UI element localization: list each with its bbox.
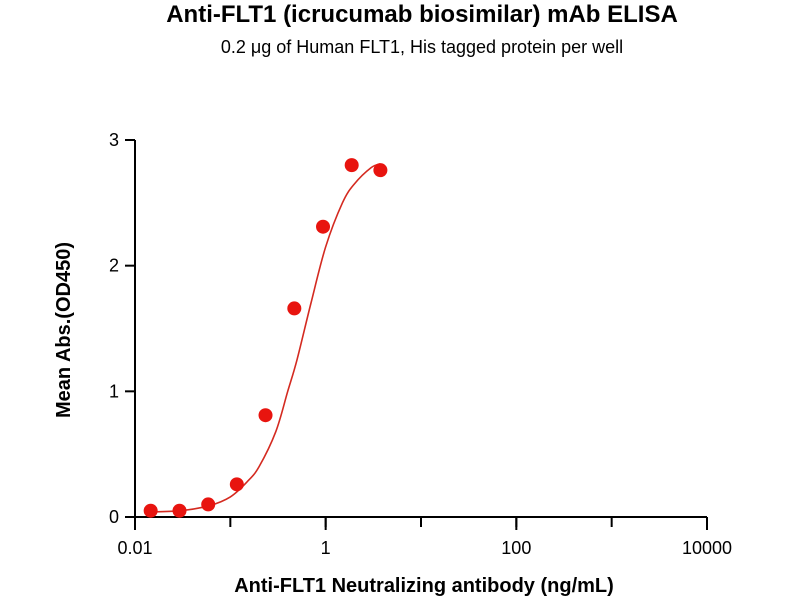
x-tick-label: 0.01: [117, 538, 152, 558]
x-tick-label: 1: [321, 538, 331, 558]
data-point: [373, 163, 388, 178]
axes: 0 1 2 3 0.01 1 100 10000: [109, 130, 732, 558]
x-tick-label: 10000: [682, 538, 732, 558]
chart-subtitle: 0.2 μg of Human FLT1, His tagged protein…: [221, 37, 623, 57]
data-point: [316, 219, 331, 234]
chart-title: Anti-FLT1 (icrucumab biosimilar) mAb ELI…: [166, 1, 678, 28]
data-point: [172, 503, 187, 518]
x-tick-label: 100: [501, 538, 531, 558]
y-axis-label: Mean Abs.(OD450): [53, 242, 75, 418]
fit-curve-layer: [150, 163, 381, 513]
x-axis-label: Anti-FLT1 Neutralizing antibody (ng/mL): [234, 575, 614, 597]
fit-curve: [150, 163, 381, 513]
y-tick-label: 1: [109, 381, 119, 401]
y-tick-label: 3: [109, 130, 119, 150]
data-point: [287, 301, 302, 316]
data-point: [143, 503, 158, 518]
y-tick-label: 0: [109, 507, 119, 527]
y-tick-label: 2: [109, 256, 119, 276]
data-points: [143, 158, 388, 518]
data-point: [201, 497, 216, 512]
data-point: [229, 477, 244, 492]
data-point: [258, 408, 273, 423]
data-point: [344, 158, 359, 173]
